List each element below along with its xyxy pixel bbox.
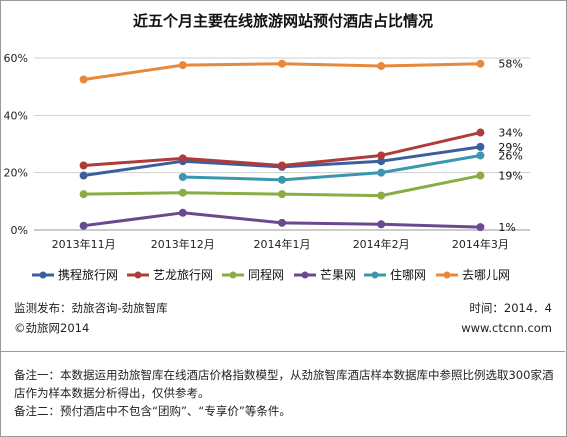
end-labels: 29%34% 19% 1% 26% 58% (498, 58, 522, 234)
data-point (79, 75, 88, 84)
legend-item: 艺龙旅行网 (127, 268, 213, 282)
y-tick-label: 20% (4, 167, 28, 180)
data-point (377, 157, 386, 166)
data-point (178, 208, 187, 217)
series-去哪儿网 (79, 59, 485, 84)
legend-item: 芒果网 (294, 267, 356, 282)
data-point (476, 151, 485, 160)
data-point (178, 61, 187, 70)
x-tick-label: 2013年11月 (52, 237, 116, 251)
legend-label: 住哪网 (390, 268, 426, 282)
data-point (178, 172, 187, 181)
data-point (178, 188, 187, 197)
data-point (278, 190, 286, 199)
end-data-label: 29% (498, 141, 522, 154)
legend-swatch-dot (371, 271, 379, 279)
legend-label: 艺龙旅行网 (153, 268, 213, 282)
data-point (278, 218, 286, 227)
data-point (377, 151, 386, 160)
data-point (476, 223, 485, 232)
x-tick-label: 2014年2月 (353, 237, 410, 251)
data-point (377, 191, 386, 200)
end-data-label: 1% (498, 221, 515, 234)
legend: 携程旅行网 艺龙旅行网 同程网 芒果网 住哪网 去哪儿网 (32, 267, 510, 282)
data-point (377, 220, 386, 229)
x-axis: 2013年11月 2013年12月 2014年1月 2014年2月 2014年3月 (52, 237, 509, 251)
chart-title: 近五个月主要在线旅游网站预付酒店占比情况 (133, 12, 433, 30)
legend-swatch-dot (443, 271, 451, 279)
series-芒果网 (79, 208, 485, 232)
legend-label: 芒果网 (320, 267, 356, 282)
publish-time: 时间：2014．4 (469, 301, 552, 315)
data-point (79, 221, 88, 230)
note-one: 备注一：本数据运用劲旅智库在线酒店价格指数模型，从劲旅智库酒店样本数据库中参照比… (14, 368, 554, 400)
y-tick-label: 40% (4, 109, 28, 122)
data-point (476, 59, 485, 68)
data-point (476, 171, 485, 180)
x-tick-label: 2013年12月 (151, 237, 215, 251)
copyright: ©劲旅网2014 (14, 321, 90, 335)
legend-label: 携程旅行网 (58, 267, 118, 282)
monitor-source: 监测发布：劲旅咨询-劲旅智库 (14, 301, 168, 315)
footer-meta: 监测发布：劲旅咨询-劲旅智库 时间：2014．4 ©劲旅网2014 www.ct… (8, 300, 556, 346)
legend-item: 携程旅行网 (32, 267, 118, 282)
data-point (79, 171, 88, 180)
legend-item: 住哪网 (364, 268, 426, 282)
y-tick-label: 60% (4, 52, 28, 65)
end-data-label: 26% (498, 149, 522, 162)
gridlines (34, 57, 530, 231)
data-point (377, 62, 386, 71)
data-point (178, 154, 187, 163)
x-tick-label: 2014年1月 (254, 237, 311, 251)
series-line (83, 131, 481, 167)
series-同程网 (79, 171, 485, 200)
data-point (278, 59, 286, 68)
x-tick-label: 2014年3月 (452, 237, 509, 251)
legend-swatch-dot (229, 271, 237, 279)
data-point (476, 142, 485, 151)
end-data-label: 34% (498, 127, 522, 140)
legend-swatch-dot (301, 271, 309, 279)
end-data-label: 19% (498, 170, 522, 183)
legend-item: 同程网 (222, 267, 284, 282)
data-point (79, 161, 88, 170)
data-point (278, 175, 286, 184)
data-point (377, 168, 386, 177)
notes-box: 备注一：本数据运用劲旅智库在线酒店价格指数模型，从劲旅智库酒店样本数据库中参照比… (0, 351, 565, 436)
website-link[interactable]: www.ctcnn.com (461, 321, 552, 335)
y-axis: 0% 20% 40% 60% (4, 52, 28, 237)
legend-swatch-dot (39, 271, 47, 279)
data-point (79, 190, 88, 199)
line-chart: 近五个月主要在线旅游网站预付酒店占比情况 0% 20% 40% 60% 2013年11… (4, 12, 530, 282)
end-data-label: 58% (498, 58, 522, 71)
series-layer (79, 59, 485, 232)
legend-label: 同程网 (248, 267, 284, 282)
series-住哪网 (178, 151, 485, 184)
series-line (182, 153, 481, 182)
data-point (476, 128, 485, 137)
legend-item: 去哪儿网 (436, 268, 510, 282)
legend-label: 去哪儿网 (462, 268, 510, 282)
note-two: 备注二：预付酒店中不包含“团购”、“专享价”等条件。 (14, 404, 291, 418)
series-艺龙旅行网 (79, 128, 485, 170)
data-point (278, 161, 286, 170)
legend-swatch-dot (134, 271, 142, 279)
y-tick-label: 0% (11, 224, 28, 237)
